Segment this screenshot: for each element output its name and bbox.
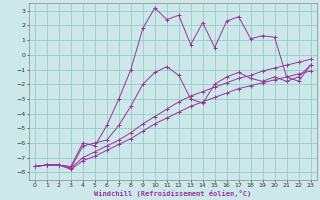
X-axis label: Windchill (Refroidissement éolien,°C): Windchill (Refroidissement éolien,°C) [94,190,252,197]
